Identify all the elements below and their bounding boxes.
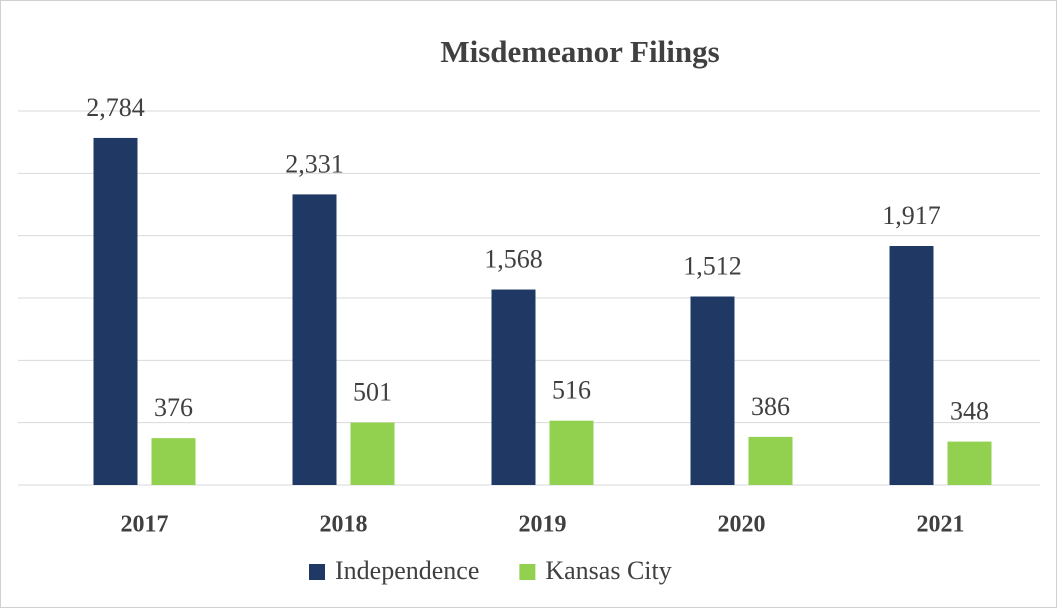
legend-label: Kansas City [545,556,671,585]
legend-swatch [309,564,325,580]
legend-swatch [519,564,536,580]
bar [947,441,992,485]
bar [549,420,594,485]
x-tick-label: 2019 [519,512,567,538]
data-label: 376 [154,393,193,422]
bar [889,246,934,485]
data-label: 501 [353,378,392,407]
bar [350,422,395,485]
x-tick-label: 2017 [121,512,169,538]
data-label: 2,784 [86,93,145,122]
data-label: 348 [950,397,989,426]
data-label: 2,331 [285,149,344,178]
data-label: 386 [751,392,790,421]
data-label: 516 [552,376,591,405]
data-label: 1,512 [683,251,742,280]
x-tick-label: 2020 [718,512,766,538]
data-label: 1,917 [882,201,941,230]
x-tick-label: 2018 [320,512,368,538]
x-tick-label: 2021 [917,512,965,538]
chart-title: Misdemeanor Filings [440,34,719,69]
legend-label: Independence [335,556,479,585]
data-label: 1,568 [484,244,543,273]
bar [93,137,138,486]
bar [491,289,536,485]
bar [292,194,337,486]
bar [151,438,196,485]
bar [748,436,793,485]
bar [690,296,735,485]
